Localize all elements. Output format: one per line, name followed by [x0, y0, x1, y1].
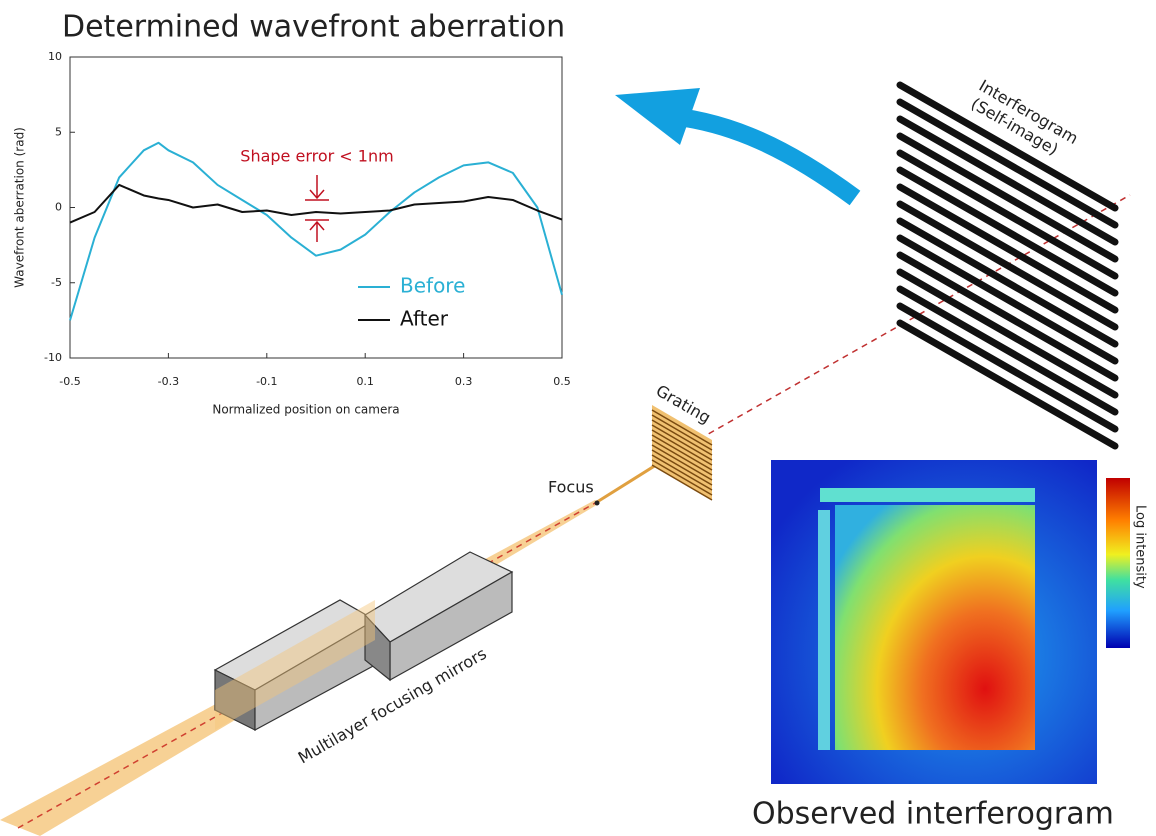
figure: Interferogram (Self-image) Grating Focus… [0, 0, 1156, 836]
legend-label: After [400, 307, 449, 331]
y-tick-label: 0 [55, 201, 62, 214]
chart: -10 -5 0 5 10 -0.5 -0.3 -0.1 0.1 0.3 0.5 Normalized… [13, 50, 571, 417]
focus-point [595, 501, 600, 506]
label: Focus [548, 478, 594, 497]
x-tick-label: -0.5 [59, 375, 80, 388]
interferogram-stripes [900, 85, 1115, 446]
y-axis-label: Wavefront aberration (rad) [13, 127, 27, 288]
heatmap [835, 505, 1035, 750]
line [70, 185, 562, 223]
y-tick-label: -5 [51, 276, 62, 289]
page: {"chart_data": {"type": "line", "title":… [0, 0, 1156, 836]
chart-title: Determined wavefront aberration [62, 10, 565, 45]
colorbar [1106, 478, 1130, 648]
annotation: Shape error < 1nm [240, 147, 393, 166]
y-tick-label: 10 [48, 50, 62, 63]
legend-label: Before [400, 274, 465, 298]
x-tick-label: 0.5 [553, 375, 571, 388]
arrow-head [615, 88, 700, 145]
line [70, 143, 562, 321]
y-tick-label: -10 [44, 351, 62, 364]
x-axis-label: Normalized position on camera [212, 403, 399, 417]
x-tick-label: -0.3 [158, 375, 179, 388]
plot-frame [70, 57, 562, 358]
x-tick-label: 0.1 [356, 375, 374, 388]
label: Log intensity [1133, 505, 1148, 589]
x-tick-label: -0.1 [256, 375, 277, 388]
heatmap-edge [820, 488, 1035, 502]
y-tick-label: 5 [55, 125, 62, 138]
label: Observed interferogram [752, 797, 1114, 832]
arrow [660, 115, 855, 198]
x-tick-label: 0.3 [455, 375, 473, 388]
heatmap-edge [818, 510, 830, 750]
